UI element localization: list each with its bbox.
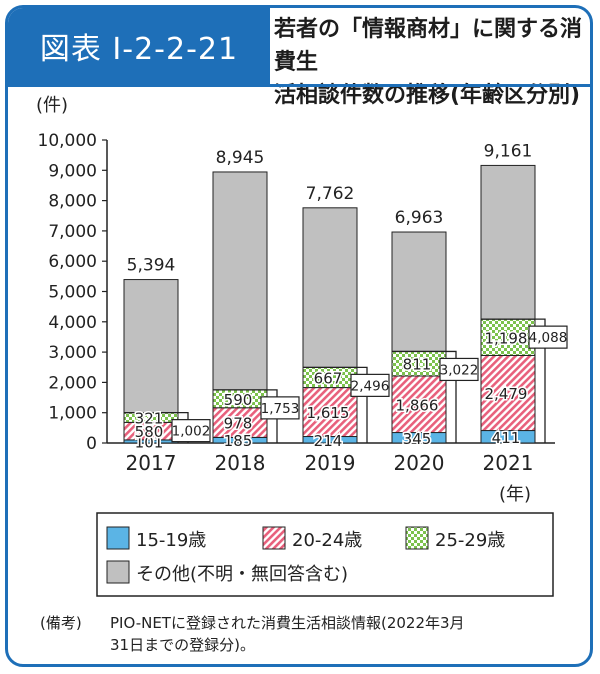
subtotal-bracket [481, 318, 546, 443]
y-tick-label: 2,000 [48, 373, 97, 393]
y-tick-label: 3,000 [48, 343, 97, 363]
y-tick-label: 9,000 [48, 161, 97, 181]
subtotal-bracket [213, 389, 278, 443]
legend-swatch-25-29 [405, 526, 429, 550]
bar-segment [480, 318, 536, 356]
segment-label: 185 [224, 432, 253, 450]
legend: 15-19歳 20-24歳 25-29歳 その他(不明・無回答含む) [96, 512, 554, 597]
x-axis-label: (年) [499, 484, 531, 505]
total-label: 8,945 [216, 148, 265, 168]
bars [123, 164, 546, 444]
segment-label: 101 [135, 433, 164, 451]
legend-swatch-20-24 [262, 526, 286, 550]
legend-label-25-29: 25-29歳 [435, 530, 505, 551]
segment-label: 411 [492, 429, 521, 447]
segment-label: 580 [135, 423, 164, 441]
segment-label: 667 [314, 369, 343, 387]
segment-label: 1,198 [485, 329, 528, 347]
y-axis-label: (件) [36, 95, 68, 116]
x-tick-label: 2021 [483, 451, 534, 475]
x-tick-label: 2019 [305, 451, 356, 475]
figure-label: 図表 I-2-2-21 [8, 8, 270, 84]
segment-label: 1,866 [396, 396, 439, 414]
subtotal-label-box [171, 419, 211, 443]
segment-label: 214 [314, 432, 343, 450]
legend-box [96, 512, 554, 597]
bar-segment [123, 279, 179, 414]
total-label: 6,963 [395, 208, 444, 228]
subtotal-label-box [439, 357, 479, 382]
notes-line2: 31日までの登録分)。 [110, 636, 255, 654]
y-tick-label: 4,000 [48, 313, 97, 333]
segment-label: 2,479 [485, 385, 528, 403]
y-tick-label: 10,000 [38, 131, 97, 151]
subtotal-label-box [350, 373, 390, 397]
subtotal-bracket [392, 350, 457, 443]
segment-label: 811 [403, 356, 432, 374]
segment-label: 345 [403, 430, 432, 448]
bar-segment [391, 375, 447, 434]
total-label: 7,762 [306, 184, 355, 204]
figure-title-line1: 若者の「情報商材」に関する消費生 [274, 17, 583, 75]
subtotal-bracket [303, 366, 368, 443]
y-tick-label: 0 [86, 434, 97, 454]
y-tick-label: 7,000 [48, 222, 97, 242]
legend-label-15-19: 15-19歳 [136, 530, 206, 551]
header-divider [8, 84, 590, 87]
legend-label-20-24: 20-24歳 [292, 530, 362, 551]
total-label: 9,161 [484, 141, 533, 161]
segment-label: 978 [224, 415, 253, 433]
bar-segment [480, 164, 536, 320]
subtotal-label: 2,496 [351, 378, 390, 394]
segment-label: 590 [224, 391, 253, 409]
subtotal-label-box [528, 325, 568, 349]
y-tick-label: 6,000 [48, 252, 97, 272]
y-tick-label: 1,000 [48, 404, 97, 424]
bar-segment [480, 354, 536, 432]
subtotal-label: 1,002 [172, 424, 211, 440]
figure-header: 図表 I-2-2-21 若者の「情報商材」に関する消費生 活相談件数の推移(年齢… [8, 8, 590, 108]
bar-segment [391, 350, 447, 377]
subtotal-label: 1,753 [261, 401, 300, 417]
axes: 0 1,000 2,000 3,000 4,000 5,000 6,000 7,000 8,00… [38, 131, 555, 454]
legend-swatch-other [106, 560, 130, 584]
subtotal-label: 3,022 [440, 362, 479, 378]
total-label: 5,394 [127, 256, 176, 276]
notes-label: (備考) [40, 614, 82, 632]
x-tick-label: 2020 [394, 451, 445, 475]
bar-segment [391, 231, 447, 352]
figure-title: 若者の「情報商材」に関する消費生 活相談件数の推移(年齢区分別) [274, 13, 584, 112]
legend-label-other: その他(不明・無回答含む) [136, 564, 348, 585]
subtotal-label-box [260, 396, 300, 420]
bar-segment [212, 171, 268, 391]
figure-title-line2: 活相談件数の推移(年齢区分別) [274, 83, 581, 108]
y-tick-label: 5,000 [48, 283, 97, 303]
bar-segment [212, 407, 268, 438]
bar-segment [302, 207, 358, 368]
legend-swatch-15-19 [106, 526, 130, 550]
segment-label: 321 [135, 410, 164, 428]
x-tick-label: 2017 [126, 451, 177, 475]
subtotal-label: 4,088 [529, 330, 568, 346]
notes-line1: PIO-NETに登録された消費生活相談情報(2022年3月 [110, 614, 465, 632]
x-tick-label: 2018 [215, 451, 266, 475]
y-tick-label: 8,000 [48, 192, 97, 212]
segment-label: 1,615 [307, 404, 350, 422]
